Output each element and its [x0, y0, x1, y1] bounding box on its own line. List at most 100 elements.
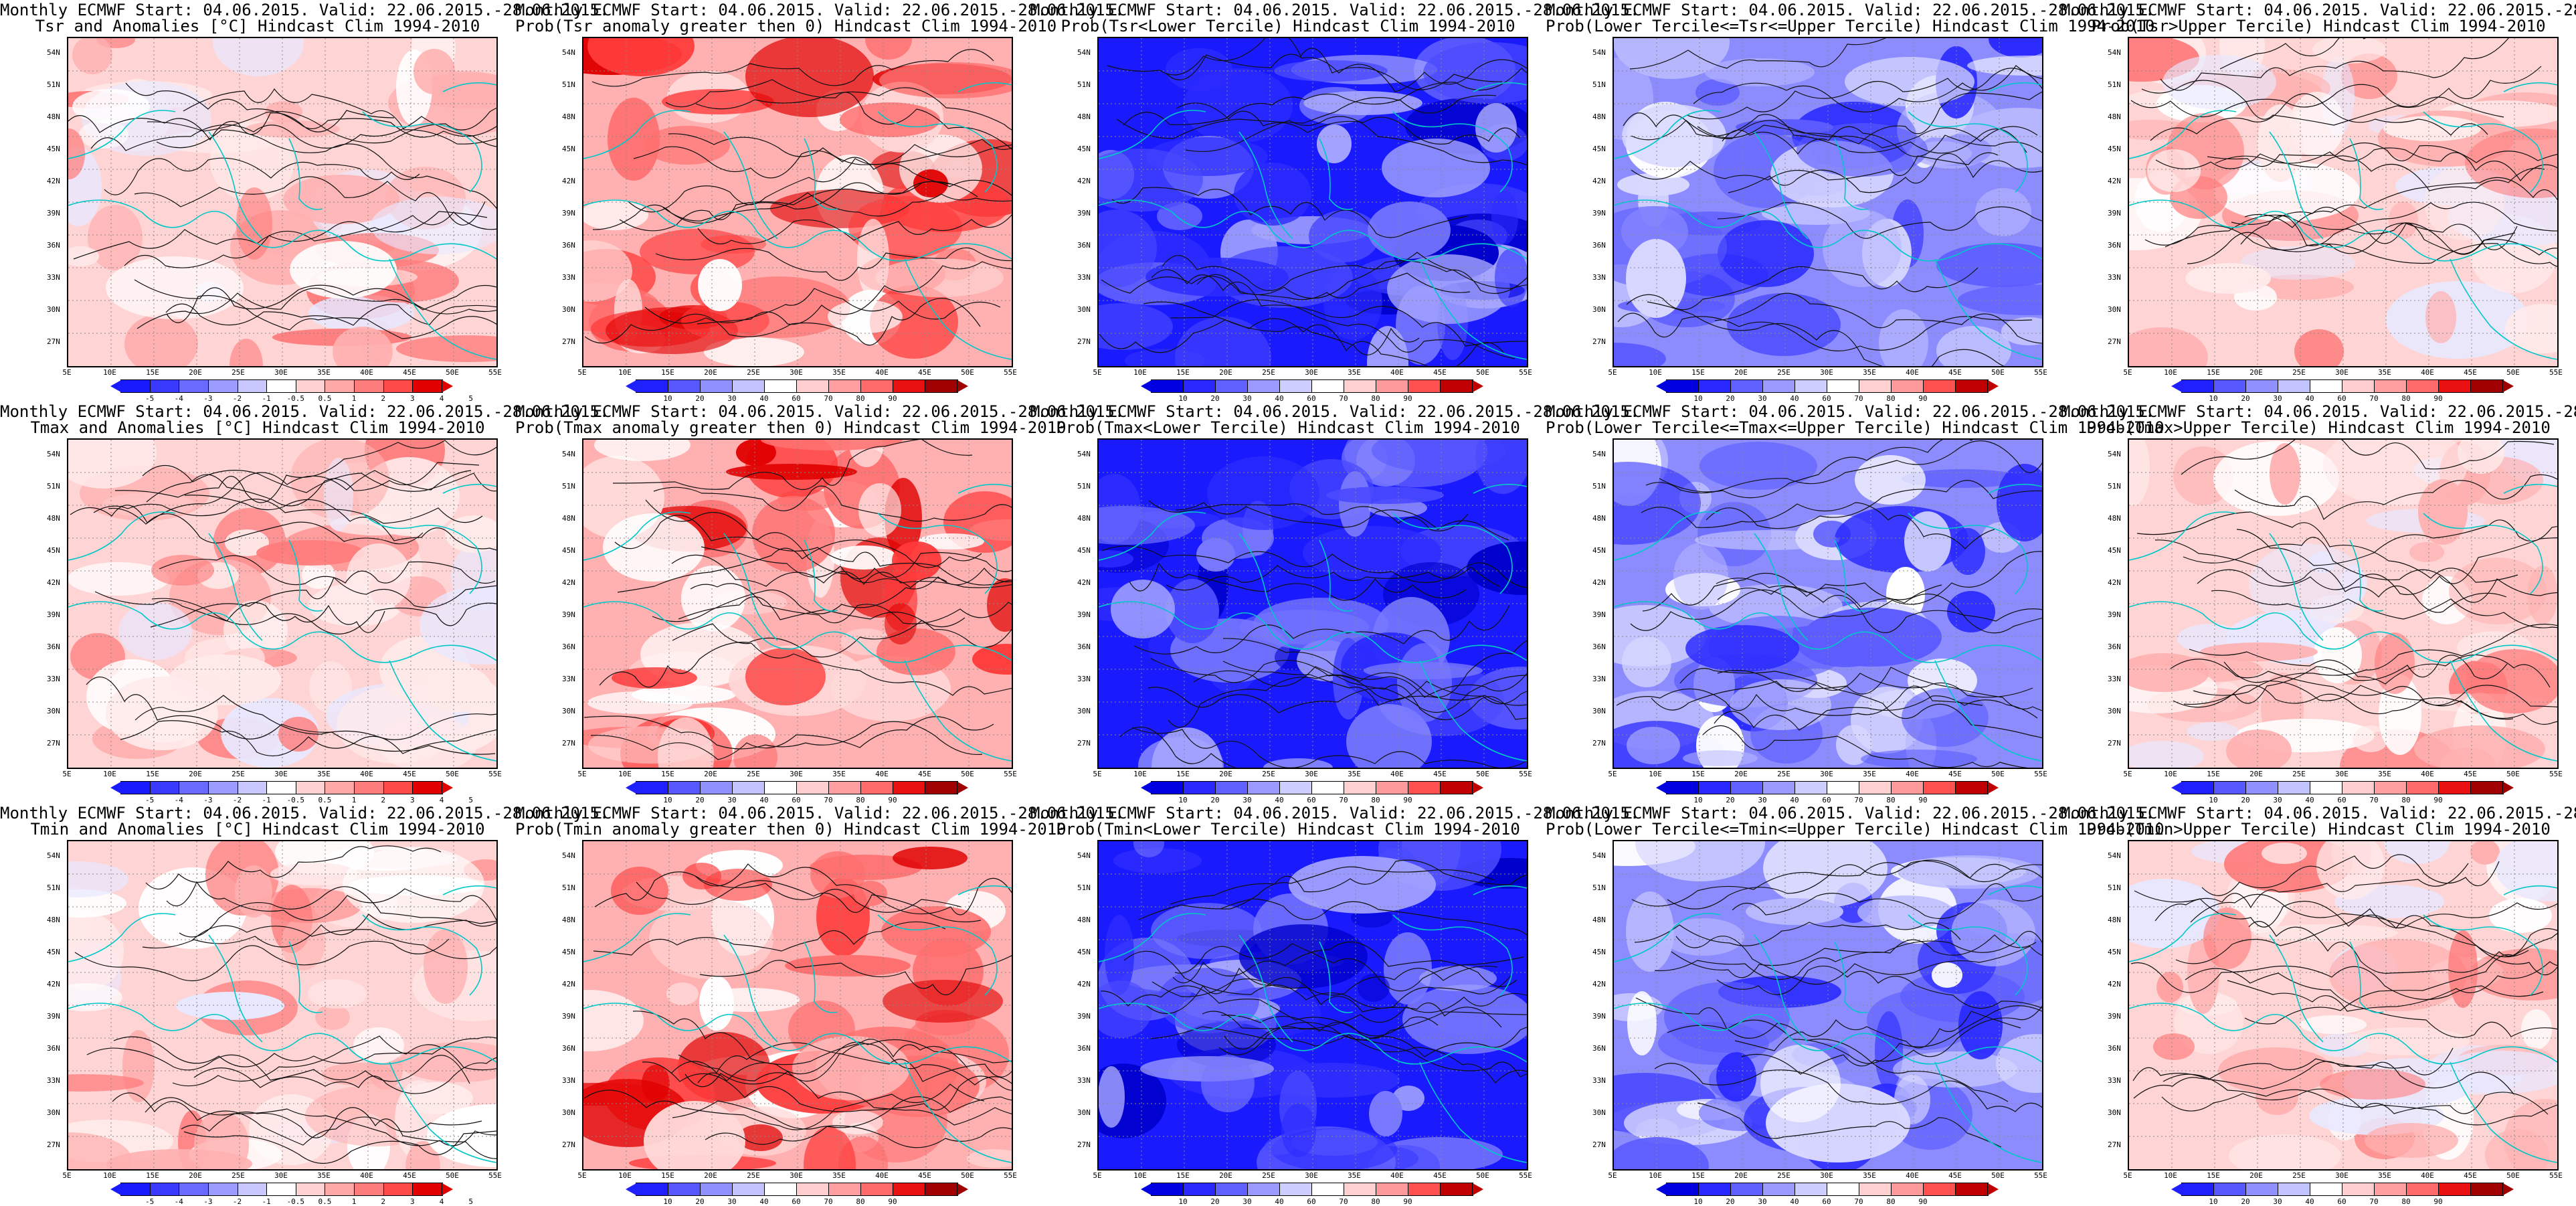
isotherm-contour — [1616, 685, 1983, 716]
colorbar-segment — [355, 1183, 384, 1195]
colorbar-tick-label: 1 — [351, 796, 357, 804]
shaded-region — [1760, 1045, 1841, 1122]
coastline — [1099, 511, 1206, 561]
shaded-region — [603, 513, 705, 582]
shaded-region — [256, 540, 365, 566]
shaded-region — [1364, 662, 1483, 679]
coastline — [1419, 660, 1527, 762]
colorbar-tick-label: -4 — [174, 796, 183, 804]
longitude-label: 25E — [1777, 770, 1790, 778]
longitude-label: 25E — [1262, 770, 1275, 778]
colorbar-tick-label: 90 — [2433, 1197, 2443, 1206]
colorbar-tick-label: 40 — [1275, 796, 1284, 804]
latitude-label: 30N — [2108, 1108, 2121, 1117]
colorbar-segment — [1827, 1183, 1859, 1195]
shaded-region — [281, 917, 325, 970]
coastline — [442, 82, 496, 92]
latitude-label: 51N — [1077, 883, 1091, 892]
longitude-label: 25E — [1777, 1171, 1790, 1180]
coastline — [68, 511, 176, 561]
isotherm-contour — [1145, 967, 1502, 1028]
longitude-label: 30E — [1820, 770, 1833, 778]
latitude-label: 54N — [2108, 48, 2121, 57]
shaded-region — [1936, 243, 2042, 287]
shaded-region — [1663, 918, 1744, 956]
shaded-region — [1950, 528, 1985, 575]
isotherm-contour — [1151, 269, 1527, 347]
isotherm-contour — [2181, 440, 2555, 475]
isotherm-contour — [183, 1130, 496, 1164]
shaded-region — [1857, 895, 1954, 929]
colorbar-tick-label: 20 — [1210, 1197, 1220, 1206]
colorbar-segment — [1795, 380, 1827, 392]
colorbar-low-arrow — [2171, 782, 2182, 794]
colorbar-segment — [296, 1183, 326, 1195]
isotherm-contour — [670, 1042, 1012, 1086]
isotherm-contour — [147, 107, 496, 144]
colorbar-segment — [1699, 782, 1731, 794]
latitude-label: 36N — [1592, 1044, 1606, 1053]
map-panel: Monthly ECMWF Start: 04.06.2015. Valid: … — [1546, 402, 2165, 804]
colorbar-tick-label: 4 — [439, 394, 444, 403]
colorbar-tick-label: 70 — [824, 394, 833, 403]
latitude-label: 48N — [1077, 112, 1091, 121]
latitude-label: 51N — [2108, 482, 2121, 491]
longitude-label: 15E — [2207, 1171, 2220, 1180]
longitude-label: 15E — [661, 1171, 674, 1180]
shaded-region — [752, 496, 835, 572]
colorbar-segment — [1184, 380, 1216, 392]
longitude-label: 30E — [1305, 770, 1318, 778]
coastline — [583, 1003, 1012, 1065]
latitude-label: 48N — [47, 514, 60, 523]
isotherm-contour — [632, 1011, 968, 1069]
colorbar-tick-label: 4 — [439, 796, 444, 804]
colorbar-tick-label: -0.5 — [286, 1197, 305, 1206]
colorbar-high-arrow — [957, 782, 968, 794]
longitude-label: 20E — [2249, 1171, 2263, 1180]
colorbar-segment — [1827, 782, 1859, 794]
isotherm-contour — [1629, 38, 1887, 70]
isotherm-contour — [1634, 922, 1961, 946]
colorbar-segment — [238, 1183, 268, 1195]
colorbar-segment — [2182, 782, 2214, 794]
shaded-region — [1813, 521, 1851, 547]
isotherm-contour — [695, 87, 1012, 131]
latitude-label: 33N — [47, 1076, 60, 1085]
colorbar-segment — [2310, 380, 2342, 392]
colorbar-tick-label: 70 — [2369, 796, 2379, 804]
shaded-region — [972, 644, 1012, 675]
isotherm-contour — [678, 1054, 1012, 1126]
shaded-region — [649, 899, 773, 979]
longitude-label: 25E — [1262, 1171, 1275, 1180]
latitude-label: 27N — [2108, 1140, 2121, 1149]
coastline — [2503, 483, 2557, 494]
coastline — [389, 660, 496, 762]
colorbar-segment — [797, 782, 829, 794]
longitude-label: 10E — [2164, 1171, 2177, 1180]
colorbar-tick-label: 20 — [1210, 394, 1220, 403]
shaded-region — [587, 691, 693, 714]
isotherm-contour — [2175, 902, 2557, 964]
colorbar-tick-label: 80 — [1886, 796, 1896, 804]
colorbar-tick-label: 60 — [792, 796, 801, 804]
colorbar-low-arrow — [1656, 380, 1667, 392]
isotherm-contour — [1224, 1026, 1527, 1078]
shaded-region — [1947, 591, 1995, 632]
colorbar-tick-label: 10 — [1178, 1197, 1188, 1206]
colorbar-segment — [2278, 380, 2310, 392]
map-panel: Monthly ECMWF Start: 04.06.2015. Valid: … — [0, 803, 609, 1206]
colorbar-low-arrow — [1141, 380, 1152, 392]
colorbar-segment — [925, 1183, 957, 1195]
isotherm-contour — [628, 144, 1012, 213]
colorbar-tick-label: 10 — [2209, 1197, 2218, 1206]
longitude-label: 25E — [2292, 368, 2306, 377]
longitude-label: 35E — [317, 770, 331, 778]
colorbar-tick-label: -4 — [174, 394, 183, 403]
shaded-region — [1239, 924, 1368, 988]
colorbar-segment — [1312, 1183, 1344, 1195]
longitude-label: 55E — [1004, 1171, 1017, 1180]
isotherm-contour — [2163, 1073, 2557, 1126]
coastline — [1614, 511, 1722, 561]
colorbar-tick-label: -3 — [203, 1197, 213, 1206]
longitude-label: 10E — [2164, 770, 2177, 778]
